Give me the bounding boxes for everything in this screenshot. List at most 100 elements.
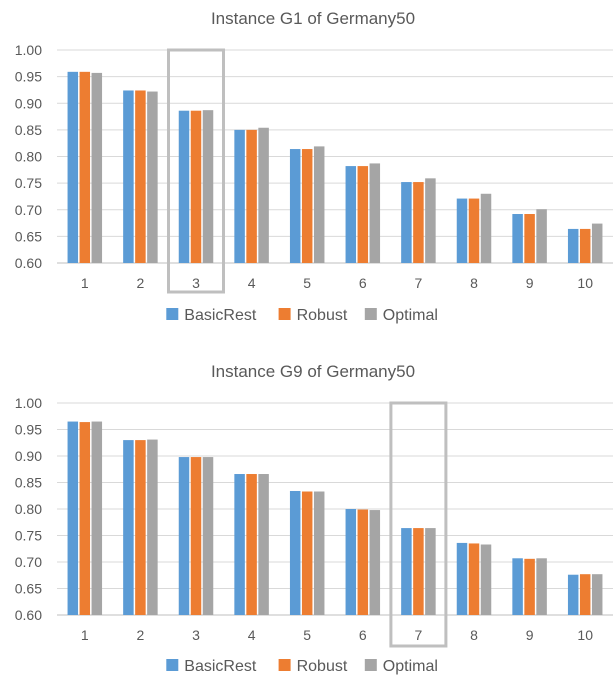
legend-swatch xyxy=(364,659,377,671)
bar-optimal-1 xyxy=(91,421,103,615)
bar-robust-2 xyxy=(135,90,146,263)
legend: BasicRest Robust Optimal xyxy=(166,307,438,324)
legend-swatch xyxy=(278,308,291,320)
bar-basicrest-9 xyxy=(512,558,523,615)
bar-robust-6 xyxy=(357,166,369,263)
x-tick-label: 2 xyxy=(137,627,145,643)
y-tick-label: 0.85 xyxy=(15,122,42,138)
bar-basicrest-5 xyxy=(289,149,301,263)
x-tick-label: 7 xyxy=(415,627,423,643)
x-tick-label: 9 xyxy=(526,275,534,291)
bar-robust-10 xyxy=(579,574,591,615)
bar-robust-4 xyxy=(246,474,257,615)
y-tick-label: 1.00 xyxy=(15,42,42,58)
x-tick-label: 4 xyxy=(248,275,256,291)
x-tick-label: 1 xyxy=(81,627,89,643)
x-tick-label: 9 xyxy=(526,627,534,643)
bar-optimal-2 xyxy=(147,91,158,263)
bar-optimal-2 xyxy=(147,439,158,615)
bar-robust-5 xyxy=(301,149,313,263)
bar-optimal-4 xyxy=(258,127,269,264)
bar-robust-3 xyxy=(190,110,202,263)
bar-basicrest-1 xyxy=(67,71,79,264)
y-tick-label: 0.70 xyxy=(15,202,42,218)
bar-robust-6 xyxy=(357,509,369,615)
y-tick-label: 0.90 xyxy=(15,95,42,111)
y-tick-label: 0.95 xyxy=(15,69,42,85)
x-tick-label: 5 xyxy=(303,275,311,291)
bar-optimal-5 xyxy=(313,491,325,615)
x-tick-label: 10 xyxy=(577,627,593,643)
bar-basicrest-10 xyxy=(567,228,579,263)
y-tick-label: 0.90 xyxy=(15,448,42,464)
x-tick-label: 2 xyxy=(137,275,145,291)
bar-basicrest-10 xyxy=(567,574,579,615)
chart-title: Instance G1 of Germany50 xyxy=(211,9,415,28)
legend-label: Robust xyxy=(297,658,348,675)
legend-label: BasicRest xyxy=(184,307,257,324)
y-tick-label: 0.85 xyxy=(15,475,42,491)
bar-basicrest-3 xyxy=(178,457,190,615)
x-tick-label: 10 xyxy=(577,275,593,291)
x-tick-label: 3 xyxy=(192,627,200,643)
bar-basicrest-8 xyxy=(456,542,468,615)
bar-basicrest-3 xyxy=(178,110,190,263)
bar-robust-9 xyxy=(524,558,535,615)
highlight-box xyxy=(167,48,225,294)
x-tick-label: 7 xyxy=(415,275,423,291)
legend: BasicRest Robust Optimal xyxy=(166,658,438,675)
x-tick-label: 6 xyxy=(359,275,367,291)
bar-robust-8 xyxy=(468,198,480,263)
bar-optimal-6 xyxy=(369,510,381,615)
legend-label: Optimal xyxy=(383,658,438,675)
bar-basicrest-1 xyxy=(67,421,79,615)
bar-basicrest-2 xyxy=(123,440,134,615)
bar-optimal-7 xyxy=(425,178,436,263)
bar-optimal-10 xyxy=(591,574,603,615)
chart-2: Instance G9 of Germany50 0.60 0.65 0.70 0.75… xyxy=(15,362,613,675)
bar-optimal-9 xyxy=(536,209,547,263)
x-tick-label: 8 xyxy=(470,275,478,291)
bar-robust-1 xyxy=(79,422,91,615)
bar-robust-2 xyxy=(135,440,146,615)
bar-robust-8 xyxy=(468,543,480,615)
bar-basicrest-7 xyxy=(401,182,412,263)
bar-robust-1 xyxy=(79,71,91,264)
bar-optimal-9 xyxy=(536,558,547,615)
bar-optimal-3 xyxy=(202,457,214,615)
bar-basicrest-9 xyxy=(512,214,523,263)
legend-label: Robust xyxy=(297,307,348,324)
chart-title: Instance G9 of Germany50 xyxy=(211,362,415,381)
bar-optimal-1 xyxy=(91,72,103,264)
y-tick-label: 0.65 xyxy=(15,581,42,597)
bar-basicrest-6 xyxy=(345,166,357,263)
bar-optimal-6 xyxy=(369,163,381,263)
y-tick-label: 1.00 xyxy=(15,395,42,411)
x-tick-label: 6 xyxy=(359,627,367,643)
legend-swatch xyxy=(364,308,377,320)
bar-optimal-5 xyxy=(313,146,325,263)
bar-robust-4 xyxy=(246,129,257,263)
bar-optimal-3 xyxy=(202,110,214,263)
bar-robust-9 xyxy=(524,214,535,263)
y-tick-label: 0.95 xyxy=(15,422,42,438)
bar-basicrest-4 xyxy=(234,129,245,263)
y-tick-label: 0.60 xyxy=(15,607,42,623)
y-tick-label: 0.70 xyxy=(15,554,42,570)
bar-robust-7 xyxy=(413,182,424,263)
x-tick-label: 8 xyxy=(470,627,478,643)
bar-basicrest-4 xyxy=(234,474,245,615)
legend-swatch xyxy=(278,659,291,671)
highlight-box xyxy=(389,401,448,648)
bar-basicrest-6 xyxy=(345,509,357,615)
legend-label: Optimal xyxy=(383,307,438,324)
y-tick-label: 0.80 xyxy=(15,149,42,165)
bar-robust-3 xyxy=(190,457,202,615)
legend-swatch xyxy=(166,308,179,320)
legend-swatch xyxy=(166,659,179,671)
y-tick-label: 0.65 xyxy=(15,228,42,244)
bar-optimal-10 xyxy=(591,223,603,263)
legend-label: BasicRest xyxy=(184,658,257,675)
bar-basicrest-2 xyxy=(123,90,134,263)
